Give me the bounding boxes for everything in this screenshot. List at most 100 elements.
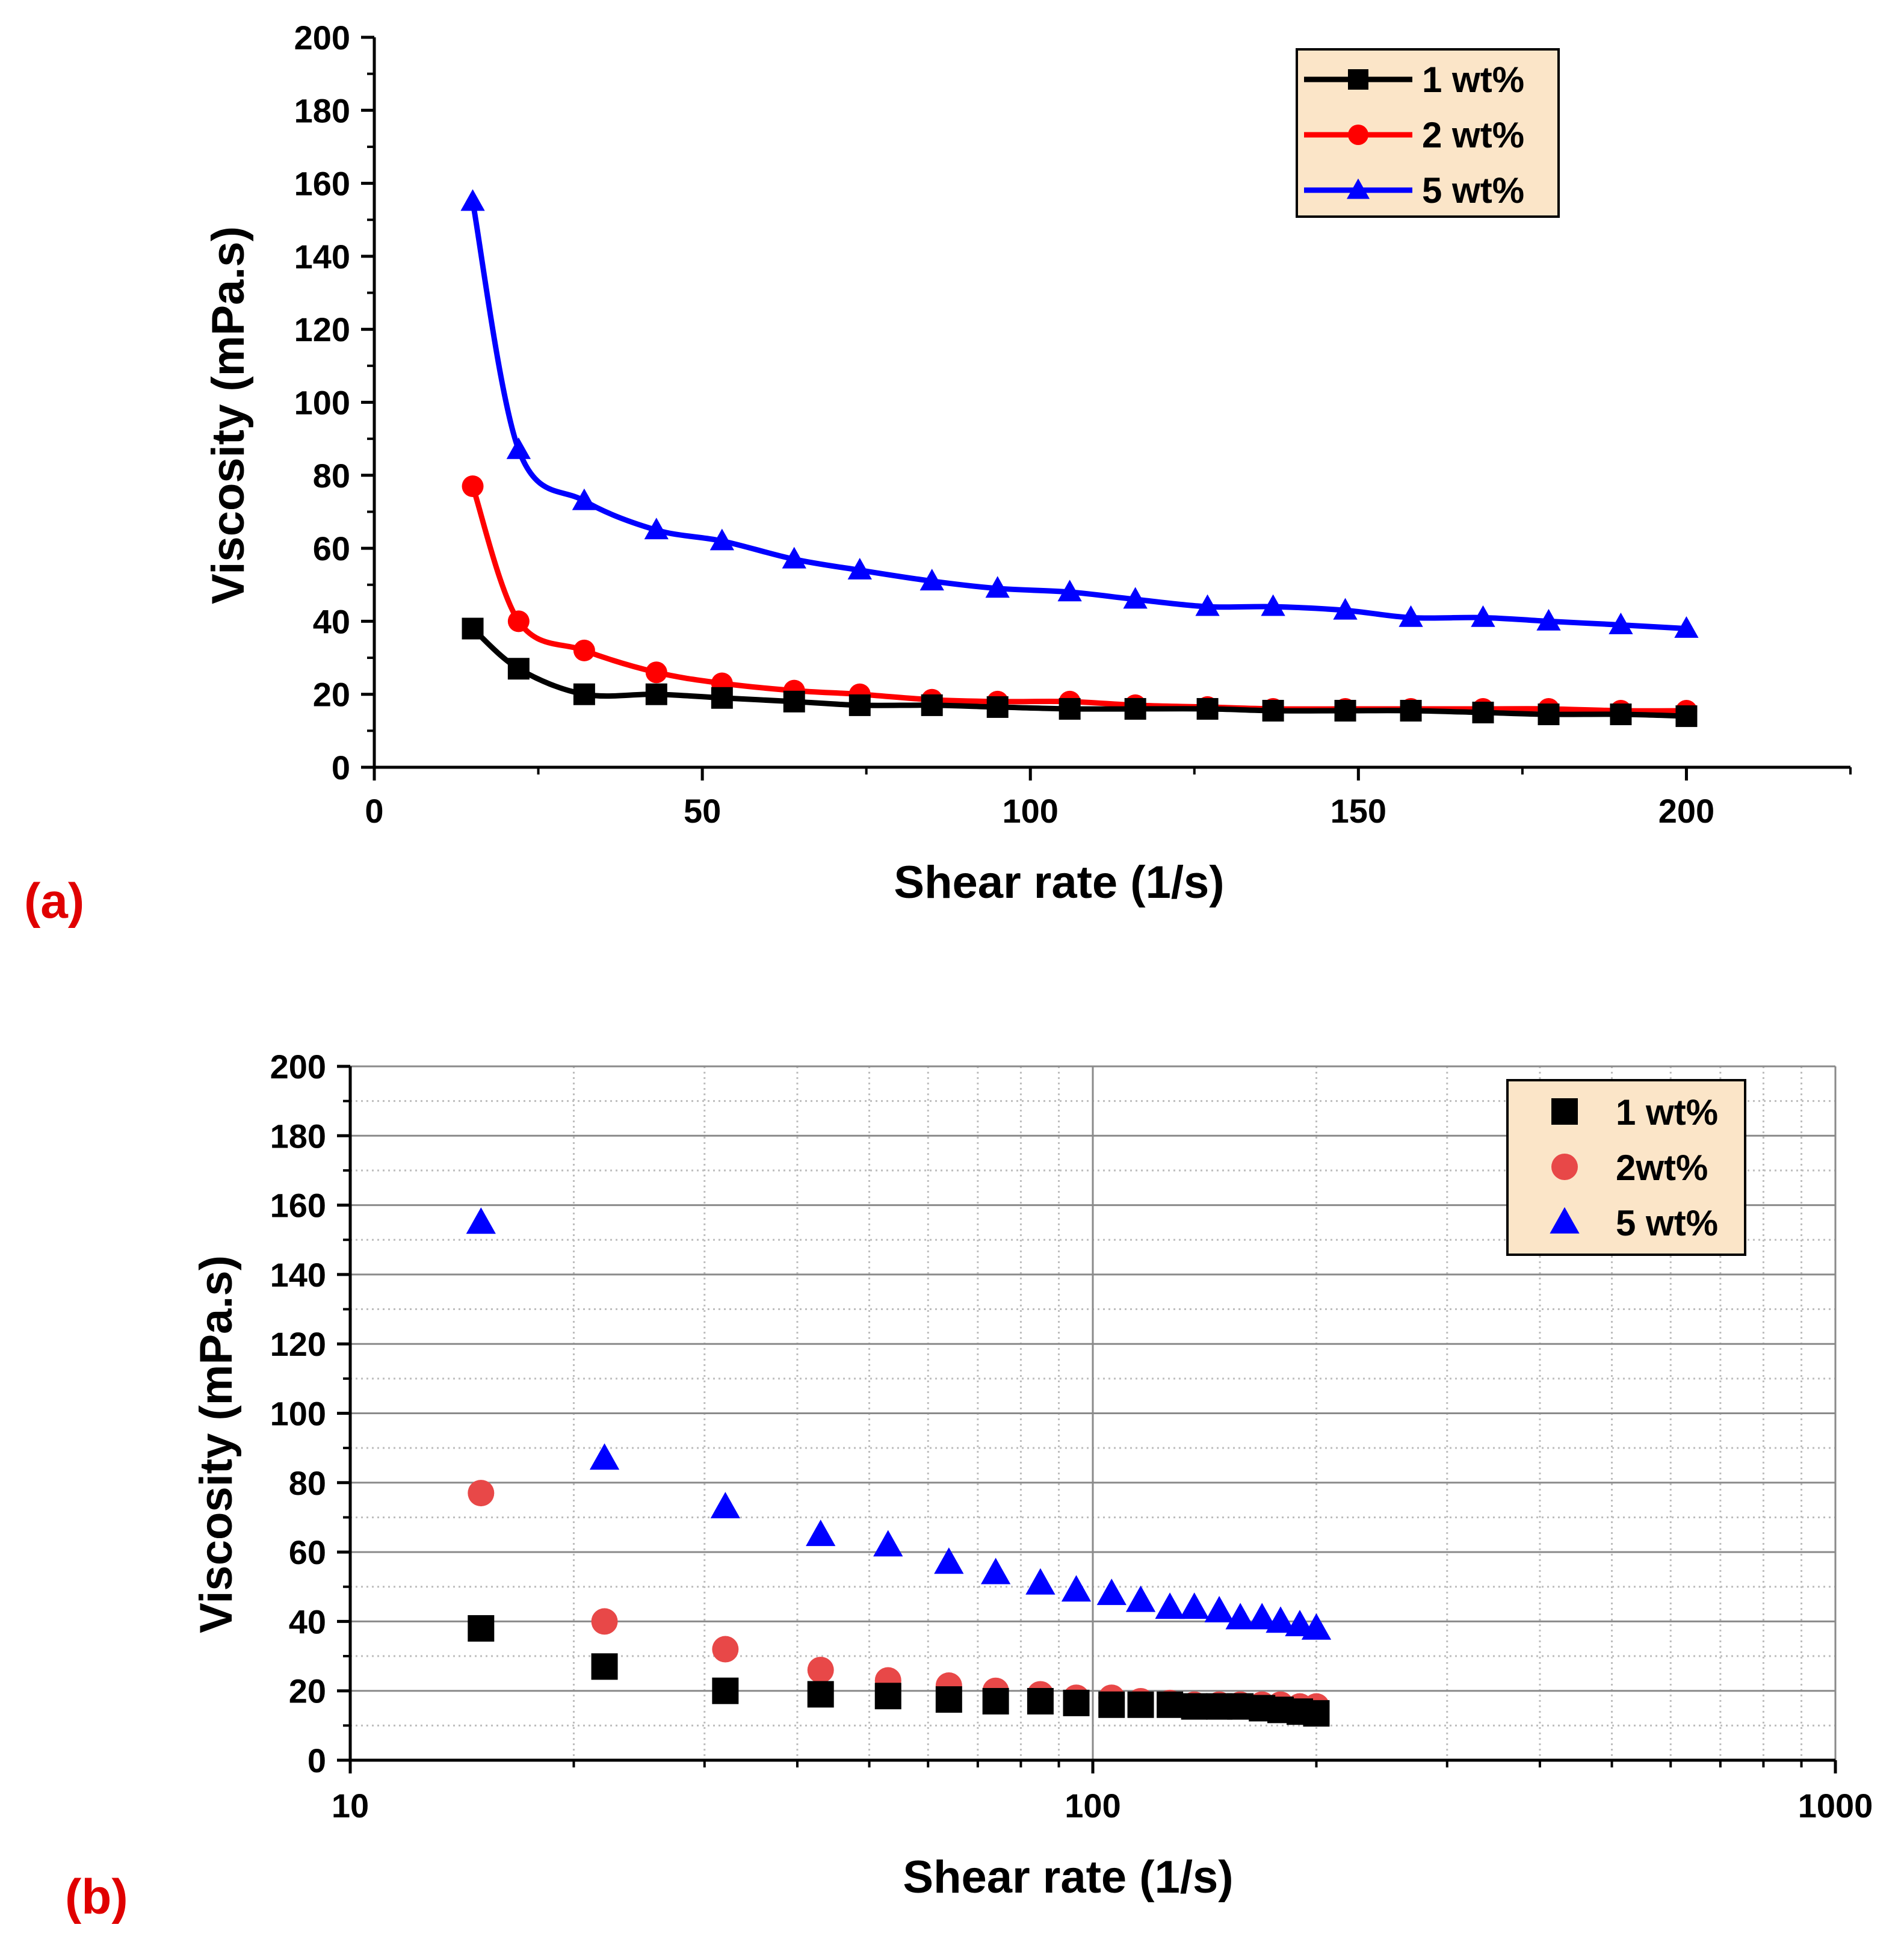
chart-b-x-tick-label: 100 [1065, 1787, 1120, 1825]
chart-b-data-point [935, 1686, 962, 1713]
chart-b-data-point [712, 1677, 739, 1704]
chart-a-data-point [462, 617, 484, 640]
chart-a-data-point [985, 576, 1010, 598]
chart-b-data-point [1063, 1689, 1090, 1716]
chart-a-data-point [782, 546, 806, 569]
chart-a-y-axis-title: Viscosity (mPa.s) [203, 226, 254, 604]
chart-b-data-point [1025, 1568, 1056, 1595]
chart-a-data-point [644, 518, 669, 540]
chart-a-data-point [986, 696, 1009, 718]
chart-a-data-point [462, 475, 484, 497]
chart-b-data-point [874, 1683, 901, 1710]
chart-a-data-point [507, 658, 530, 680]
chart-a-data-point [847, 557, 872, 580]
chart-a-y-tick-label: 100 [294, 384, 350, 422]
chart-b-data-point [807, 1681, 834, 1708]
chart-a-data-point [1675, 705, 1698, 728]
chart-b-legend-label: 5 wt% [1616, 1203, 1718, 1243]
chart-b-data-point [1204, 1596, 1234, 1622]
chart-b: 0 20 40 60 80 100 120 140 160 180 200 10 100 1000 She… [191, 1048, 1873, 1903]
chart-b-y-tick-label: 0 [308, 1742, 326, 1779]
chart-b-data-point [1155, 1592, 1185, 1619]
chart-a-data-point [573, 639, 595, 661]
chart-a-y-tick-label: 160 [294, 165, 350, 203]
chart-a-legend: 1 wt% 2 wt% 5 wt% [1296, 48, 1560, 218]
chart-a-data-point [507, 610, 530, 632]
chart-a-data-point [1262, 699, 1284, 722]
chart-a-x-tick-label: 200 [1658, 792, 1714, 830]
chart-b-data-point [934, 1547, 964, 1574]
chart-a-data-point [645, 661, 667, 684]
chart-b-x-tick-label: 10 [332, 1787, 369, 1825]
chart-a-data-point [783, 690, 805, 713]
chart-b-data-point [1247, 1603, 1277, 1630]
chart-a-data-point [506, 437, 531, 459]
chart-a-data-point [1123, 587, 1148, 609]
chart-b-legend-label: 1 wt% [1616, 1092, 1718, 1133]
chart-a-legend-label: 1 wt% [1422, 60, 1524, 100]
chart-b-data-point [589, 1443, 620, 1470]
chart-b-data-point [1125, 1585, 1156, 1612]
chart-a-x-tick-label: 50 [684, 792, 721, 830]
chart-b-data-point [982, 1687, 1009, 1714]
chart-a-data-point [709, 528, 734, 551]
chart-b-y-tick-label: 120 [270, 1325, 326, 1363]
chart-a-data-point [1333, 598, 1358, 620]
chart-b-ticks: 0 20 40 60 80 100 120 140 160 180 200 10 100 1000 [270, 1048, 1873, 1825]
chart-b-grid [350, 1065, 1837, 1760]
chart-a-y-tick-label: 40 [313, 602, 350, 640]
chart-b-y-tick-label: 60 [289, 1533, 326, 1571]
chart-a-legend-marker [1348, 125, 1368, 145]
chart-b-data-point [1157, 1691, 1184, 1718]
chart-b-data-point [712, 1636, 739, 1663]
chart-b-y-tick-label: 180 [270, 1117, 326, 1155]
chart-a-legend-marker [1346, 178, 1370, 199]
chart-b-data-point [1179, 1592, 1210, 1619]
chart-a-legend-label: 5 wt% [1422, 170, 1524, 211]
chart-b-series [466, 1207, 1332, 1727]
chart-a-y-tick-label: 200 [294, 19, 350, 57]
chart-b-data-point [873, 1530, 903, 1557]
chart-a-x-tick-label: 150 [1331, 792, 1386, 830]
chart-a-y-tick-label: 180 [294, 91, 350, 129]
chart-a-ticks: 0 20 40 60 80 100 120 140 160 180 200 0 50 100 150 200 [294, 19, 1852, 830]
chart-b-y-tick-label: 200 [270, 1048, 326, 1086]
chart-a-data-point [1399, 605, 1423, 627]
chart-b-legend-label: 2wt% [1616, 1148, 1708, 1188]
chart-a-series-line [470, 201, 1687, 632]
chart-a-data-point [1334, 699, 1356, 722]
chart-a-legend-marker [1348, 69, 1368, 90]
chart-b-legend-marker [1551, 1098, 1578, 1125]
chart-b-data-point [1301, 1613, 1332, 1640]
chart-b-x-axis-title: Shear rate (1/s) [903, 1852, 1233, 1903]
chart-b-data-point [468, 1480, 495, 1507]
chart-a-data-point [1536, 608, 1561, 631]
chart-b-y-tick-label: 80 [289, 1464, 326, 1502]
chart-a-axes [372, 37, 1850, 769]
chart-b-legend-box [1506, 1079, 1746, 1256]
chart-a-y-tick-label: 20 [313, 676, 350, 714]
chart-a-data-point [1472, 702, 1494, 724]
chart-b-data-point [1096, 1578, 1127, 1606]
chart-a-data-point [1195, 594, 1220, 616]
chart-b-data-point [591, 1653, 618, 1680]
chart-a-data-point [645, 683, 667, 705]
chart-b-y-tick-label: 100 [270, 1395, 326, 1433]
chart-a-data-point [1674, 616, 1699, 638]
chart-a-data-point [1124, 697, 1146, 720]
chart-a-data-point [1609, 612, 1633, 634]
chart-a-y-tick-label: 60 [313, 530, 350, 567]
chart-a-data-point [573, 683, 595, 705]
chart-b-y-tick-label: 140 [270, 1256, 326, 1294]
chart-a-y-tick-label: 0 [332, 749, 350, 787]
chart-b-data-point [1303, 1700, 1330, 1727]
chart-a-data-point [1610, 703, 1632, 726]
chart-b-y-tick-label: 20 [289, 1672, 326, 1710]
chart-b-data-point [591, 1608, 618, 1635]
chart-a-series [460, 189, 1699, 728]
panel-label-a: (a) [24, 874, 84, 929]
chart-a-data-point [1400, 699, 1422, 722]
chart-b-data-point [1061, 1575, 1092, 1602]
